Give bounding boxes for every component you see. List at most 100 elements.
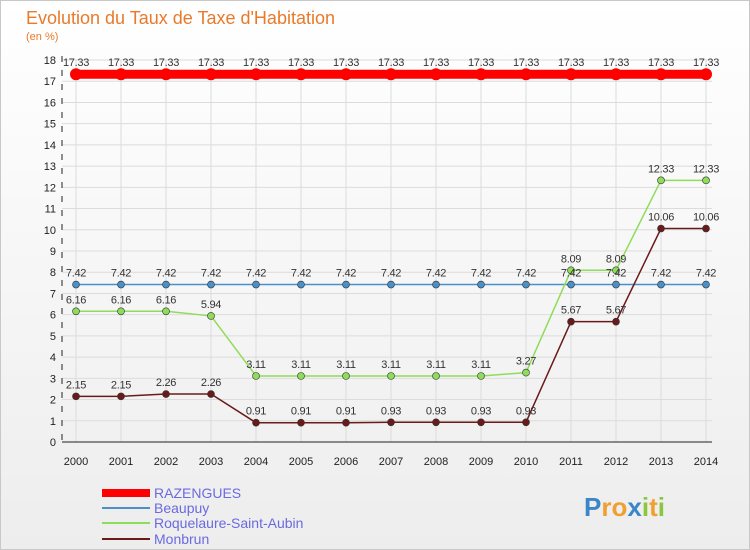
y-tick-label: 16 — [44, 97, 56, 109]
data-label: 7.42 — [156, 268, 176, 280]
y-tick-label: 3 — [50, 373, 56, 385]
y-tick-label: 18 — [44, 55, 56, 67]
data-label: 7.42 — [381, 268, 401, 280]
x-tick-label: 2011 — [559, 456, 583, 468]
data-point — [433, 372, 440, 379]
data-point — [430, 68, 442, 80]
data-point — [610, 68, 622, 80]
data-label: 8.09 — [561, 253, 581, 265]
y-tick-label: 5 — [50, 331, 56, 343]
x-tick-label: 2008 — [424, 456, 448, 468]
data-label: 17.33 — [288, 57, 314, 69]
data-point — [658, 177, 665, 184]
x-tick-label: 2003 — [199, 456, 223, 468]
y-tick-label: 10 — [44, 225, 56, 237]
data-label: 7.42 — [246, 268, 266, 280]
data-point — [340, 68, 352, 80]
data-label: 7.42 — [606, 268, 626, 280]
data-point — [118, 281, 125, 288]
data-point — [613, 281, 620, 288]
data-point — [118, 308, 125, 315]
legend-label: Monbrun — [154, 531, 209, 547]
data-point — [613, 318, 620, 325]
data-label: 17.33 — [63, 57, 89, 69]
data-label: 7.42 — [66, 268, 86, 280]
data-label: 7.42 — [696, 268, 716, 280]
data-label: 0.93 — [426, 405, 446, 417]
data-point — [115, 68, 127, 80]
data-point — [253, 281, 260, 288]
data-label: 17.33 — [423, 57, 449, 69]
data-point — [658, 225, 665, 232]
data-point — [298, 372, 305, 379]
legend-label: RAZENGUES — [154, 485, 241, 501]
data-label: 17.33 — [108, 57, 134, 69]
data-point — [295, 68, 307, 80]
y-tick-label: 4 — [50, 352, 56, 364]
y-tick-label: 7 — [50, 288, 56, 300]
data-label: 10.06 — [693, 212, 719, 224]
x-tick-label: 2006 — [334, 456, 358, 468]
y-tick-label: 8 — [50, 267, 56, 279]
data-point — [433, 419, 440, 426]
data-point — [343, 281, 350, 288]
data-point — [703, 225, 710, 232]
data-point — [388, 419, 395, 426]
data-label: 17.33 — [378, 57, 404, 69]
data-label: 5.94 — [201, 299, 221, 311]
data-point — [655, 68, 667, 80]
data-label: 0.91 — [336, 406, 356, 418]
y-tick-label: 9 — [50, 246, 56, 258]
data-point — [205, 68, 217, 80]
data-label: 17.33 — [153, 57, 179, 69]
data-point — [208, 281, 215, 288]
data-label: 5.67 — [606, 305, 626, 317]
data-label: 17.33 — [468, 57, 494, 69]
data-point — [73, 308, 80, 315]
data-point — [475, 68, 487, 80]
proxiti-logo: Proxiti — [584, 492, 665, 522]
data-point — [163, 308, 170, 315]
x-tick-label: 2013 — [649, 456, 673, 468]
data-point — [298, 281, 305, 288]
y-tick-label: 11 — [45, 204, 56, 216]
data-label: 12.33 — [648, 163, 674, 175]
data-point — [163, 281, 170, 288]
data-point — [70, 68, 82, 80]
data-point — [73, 393, 80, 400]
data-point — [250, 68, 262, 80]
data-label: 2.15 — [111, 379, 131, 391]
data-label: 3.11 — [246, 359, 266, 371]
data-point — [208, 391, 215, 398]
data-label: 10.06 — [648, 212, 674, 224]
y-tick-label: 6 — [50, 310, 56, 322]
data-label: 7.42 — [291, 268, 311, 280]
data-label: 17.33 — [693, 57, 719, 69]
x-tick-label: 2014 — [694, 456, 718, 468]
data-point — [388, 281, 395, 288]
data-point — [73, 281, 80, 288]
data-label: 17.33 — [513, 57, 539, 69]
data-point — [160, 68, 172, 80]
data-label: 6.16 — [111, 294, 131, 306]
data-point — [478, 419, 485, 426]
data-label: 0.93 — [381, 405, 401, 417]
data-point — [658, 281, 665, 288]
x-tick-label: 2001 — [109, 456, 133, 468]
data-point — [523, 281, 530, 288]
y-tick-label: 14 — [44, 140, 56, 152]
data-label: 7.42 — [516, 268, 536, 280]
y-tick-label: 0 — [50, 437, 56, 449]
data-label: 0.93 — [516, 405, 536, 417]
legend-label: Roquelaure-Saint-Aubin — [154, 515, 303, 531]
data-label: 5.67 — [561, 305, 581, 317]
data-point — [118, 393, 125, 400]
x-tick-label: 2004 — [244, 456, 268, 468]
data-point — [388, 372, 395, 379]
data-label: 17.33 — [603, 57, 629, 69]
y-tick-label: 2 — [50, 395, 56, 407]
data-label: 6.16 — [66, 294, 86, 306]
data-point — [253, 419, 260, 426]
data-label: 0.91 — [291, 406, 311, 418]
legend: RAZENGUESBeaupuyRoquelaure-Saint-AubinMo… — [102, 485, 303, 547]
